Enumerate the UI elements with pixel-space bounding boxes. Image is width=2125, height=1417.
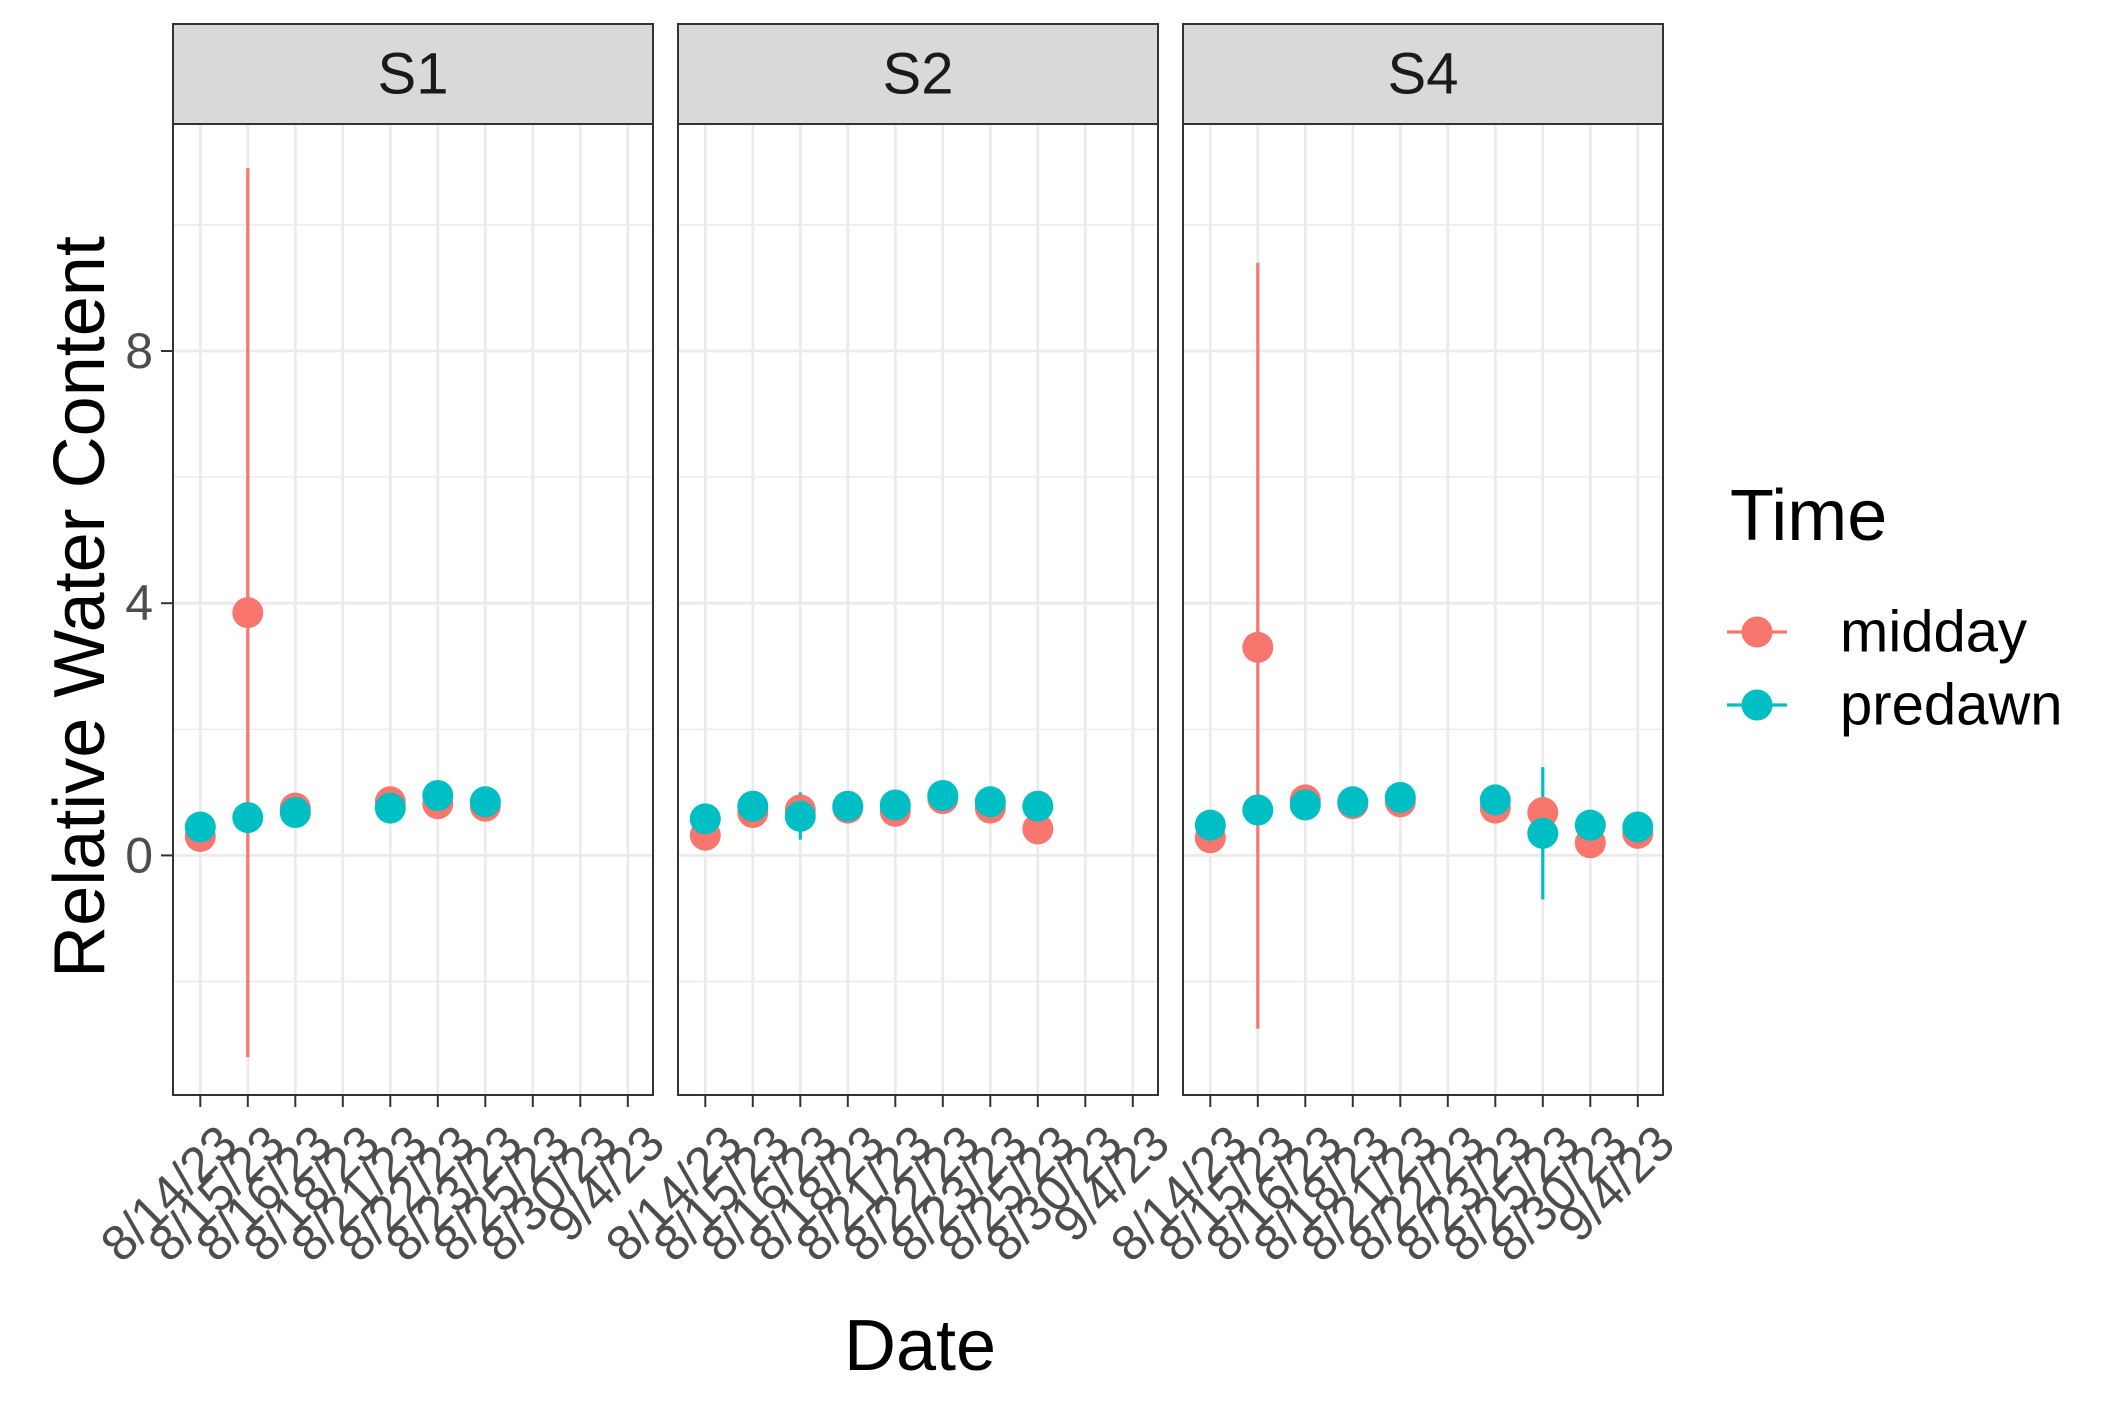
point-predawn: [927, 780, 959, 812]
legend-entries: midday predawn: [1727, 600, 2062, 738]
facet-strip-label: S1: [378, 42, 449, 107]
facet-strip: [677, 23, 1159, 125]
point-predawn: [1479, 784, 1511, 816]
point-predawn: [184, 811, 216, 843]
point-predawn: [232, 802, 264, 834]
y-axis-title: Relative Water Content: [40, 236, 120, 978]
point-predawn: [1022, 790, 1054, 822]
facet-panel-s1: S18/14/238/15/238/16/238/18/238/21/238/2…: [90, 23, 675, 1272]
legend-key-point: [1741, 616, 1773, 648]
point-predawn: [374, 792, 406, 824]
point-predawn: [1622, 811, 1654, 843]
point-predawn: [879, 789, 911, 821]
legend-label: midday: [1840, 600, 2027, 665]
facet-strip: [1182, 23, 1664, 125]
facets-layer: S18/14/238/15/238/16/238/18/238/21/238/2…: [90, 23, 1685, 1272]
panel-border: [172, 123, 654, 1096]
point-predawn: [689, 803, 721, 835]
point-predawn: [832, 790, 864, 822]
panel-background: [1183, 124, 1663, 1095]
point-predawn: [974, 786, 1006, 818]
legend-title: Time: [1730, 476, 1887, 556]
panel-background: [678, 124, 1158, 1095]
point-predawn: [279, 797, 311, 829]
point-predawn: [1194, 809, 1226, 841]
legend-label: predawn: [1840, 673, 2062, 738]
point-predawn: [1337, 786, 1369, 818]
point-predawn: [1527, 817, 1559, 849]
y-tick-label: 4: [125, 575, 153, 631]
y-tick-label: 0: [125, 827, 153, 883]
facet-strip-label: S4: [1388, 42, 1459, 107]
point-predawn: [1574, 809, 1606, 841]
point-predawn: [422, 780, 454, 812]
point-midday: [232, 597, 264, 629]
facet-panel-s2: S28/14/238/15/238/16/238/18/238/21/238/2…: [595, 23, 1180, 1272]
legend: Time midday predawn: [1727, 476, 2062, 738]
point-predawn: [1289, 789, 1321, 821]
point-midday: [1242, 631, 1274, 663]
x-axis-title: Date: [844, 1306, 996, 1386]
point-predawn: [784, 800, 816, 832]
point-predawn: [469, 786, 501, 818]
facet-panel-s4: S48/14/238/15/238/16/238/18/238/21/238/2…: [1100, 23, 1685, 1272]
point-midday: [1022, 813, 1054, 845]
panel-border: [1182, 123, 1664, 1096]
legend-key-point: [1741, 689, 1773, 721]
facet-strip-label: S2: [883, 42, 954, 107]
y-tick-label: 8: [125, 323, 153, 379]
point-predawn: [737, 790, 769, 822]
point-predawn: [1242, 794, 1274, 826]
facet-strip: [172, 23, 654, 125]
panel-border: [677, 123, 1159, 1096]
point-predawn: [1384, 781, 1416, 813]
